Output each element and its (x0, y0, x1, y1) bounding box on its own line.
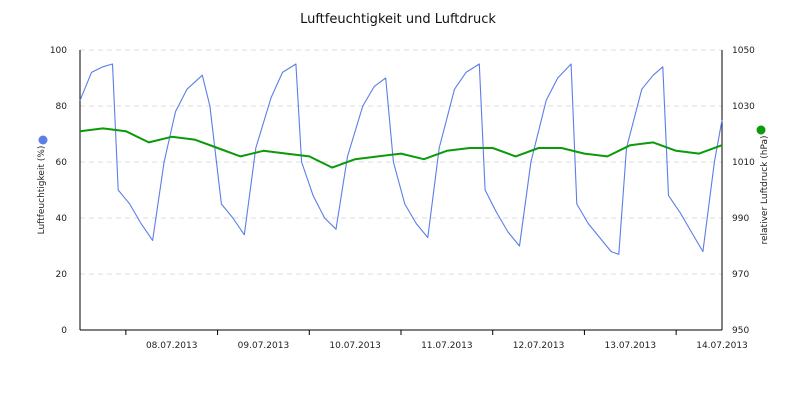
x-tick-label: 13.07.2013 (605, 341, 657, 351)
pressure-series-marker (756, 125, 766, 135)
left-tick-label: 100 (50, 46, 67, 56)
x-tick-label: 08.07.2013 (146, 341, 198, 351)
right-tick-label: 990 (732, 214, 749, 224)
x-tick-label: 10.07.2013 (329, 341, 381, 351)
x-tick-label: 12.07.2013 (513, 341, 565, 351)
pressure-series-line (79, 127, 723, 169)
left-tick-label: 0 (61, 326, 67, 336)
right-tick-label: 970 (732, 270, 749, 280)
x-tick-label: 11.07.2013 (421, 341, 473, 351)
x-tick-label: 09.07.2013 (238, 341, 290, 351)
x-tick-label: 14.07.2013 (696, 341, 748, 351)
left-tick-label: 40 (56, 214, 68, 224)
right-tick-label: 950 (732, 326, 749, 336)
gridlines (80, 49, 722, 275)
left-axis-label: Luftfeuchtigkeit (%) (37, 146, 47, 235)
chart-title: Luftfeuchtigkeit und Luftdruck (300, 12, 496, 27)
axes: 0 20 40 60 80 100 950 970 990 1010 1030 1050 08.07.2… (50, 46, 755, 351)
humidity-series-marker (38, 135, 48, 145)
left-tick-label: 60 (56, 158, 68, 168)
left-tick-label: 20 (56, 270, 68, 280)
left-tick-label: 80 (56, 102, 68, 112)
right-tick-label: 1030 (732, 102, 755, 112)
series-group (79, 63, 723, 255)
right-axis-label: relativer Luftdruck (hPa) (760, 135, 770, 244)
humidity-series-line (79, 63, 723, 255)
right-tick-label: 1050 (732, 46, 755, 56)
right-tick-label: 1010 (732, 158, 755, 168)
